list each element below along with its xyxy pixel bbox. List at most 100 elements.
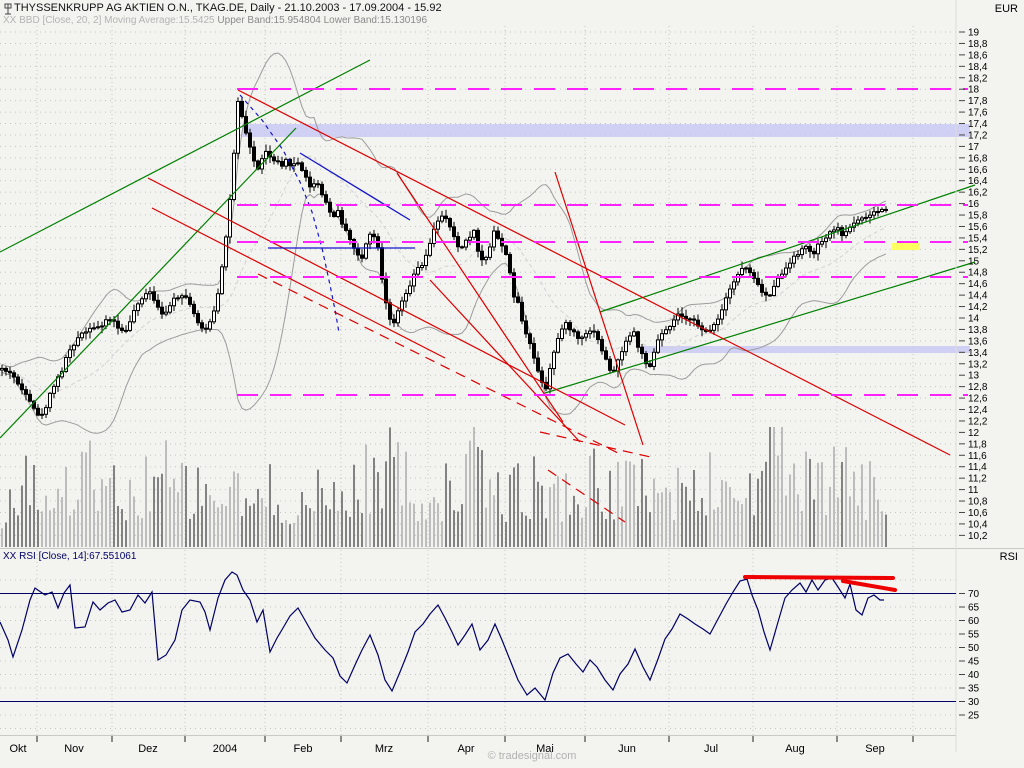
volume-bar [825,515,827,547]
volume-bar [5,522,7,547]
volume-bar [397,442,399,547]
x-axis-month-label[interactable]: Dez [138,743,158,755]
candlestick [512,272,516,298]
x-axis-month-label[interactable]: Nov [64,743,84,755]
volume-bar [409,502,411,547]
yellow-highlight-marker[interactable] [892,243,919,250]
volume-bar [673,519,675,547]
x-axis-month-label[interactable]: 2004 [213,743,237,755]
candlestick [316,183,320,186]
rsi-red-annotation-line[interactable] [743,575,895,580]
x-axis-month-label[interactable]: Jul [704,743,718,755]
candlestick [144,293,148,300]
volume-bar [705,515,707,547]
volume-bar [165,440,167,547]
x-axis-month-label[interactable]: Okt [9,743,26,755]
red-trendline[interactable] [554,171,644,446]
candlestick [584,333,588,338]
volume-bar [617,461,619,547]
volume-bar [821,462,823,547]
x-axis-month-label[interactable]: Mrz [375,743,393,755]
volume-bar [433,497,435,547]
red-trendline[interactable] [147,177,626,426]
price-tick-label: 11,8 [968,439,987,450]
x-axis-month-label[interactable]: Aug [785,743,805,755]
volume-bar [237,473,239,547]
price-tick-label: 19 [968,28,980,39]
volume-bar [549,487,551,547]
green-trendline[interactable] [544,261,976,394]
volume-bar [37,509,39,547]
candlestick [292,163,296,167]
candlestick [176,297,180,300]
volume-bar [533,456,535,547]
candlestick [824,237,828,243]
candlestick [648,363,652,367]
volume-bar [453,510,455,547]
volume-bar [529,518,531,547]
red-dashed-trendline[interactable] [539,431,656,459]
volume-bar [537,481,539,547]
volume-bar [497,472,499,547]
candlestick [276,160,280,163]
candlestick [880,208,884,213]
green-trendline[interactable] [599,184,976,313]
price-tick-label: 12,6 [968,394,988,405]
volume-bar [789,474,791,547]
price-tick-label: 16,4 [968,176,988,187]
candlestick [644,353,648,365]
volume-bar [417,521,419,547]
price-tick-label: 15,6 [968,222,988,233]
candlestick [216,293,220,312]
candlestick [520,301,524,322]
candlestick [776,277,780,287]
volume-bar [461,504,463,547]
green-trendline[interactable] [0,127,297,439]
candlestick [256,160,260,170]
volume-bar [581,517,583,547]
volume-bar [249,505,251,547]
candlestick [140,298,144,305]
candlestick [628,335,632,342]
rsi-red-annotation-line[interactable] [841,579,897,592]
blue-trendline[interactable] [299,152,411,221]
volume-bar [93,489,95,547]
candlestick [508,253,512,274]
x-axis-month-label[interactable]: Apr [457,743,474,755]
price-tick-label: 18,2 [968,73,988,84]
volume-bar [89,440,91,547]
x-axis-month-label[interactable]: Mai [536,743,554,755]
x-axis-month-label[interactable]: Sep [865,743,885,755]
candlestick [152,291,156,301]
candlestick [352,238,356,249]
volume-bar [557,476,559,547]
volume-bar [281,522,283,547]
volume-bar [753,515,755,547]
red-trendline[interactable] [151,207,446,359]
volume-bar [689,500,691,547]
candlestick [564,322,568,330]
volume-bar [849,496,851,547]
red-dashed-trendline[interactable] [547,469,626,523]
candlestick [204,327,208,330]
volume-bar [389,427,391,547]
candlestick [632,331,636,337]
candlestick [804,245,808,250]
volume-bar [629,461,631,547]
candlestick [148,291,152,295]
candlestick [188,296,192,305]
price-tick-label: 11 [968,485,979,496]
candlestick [312,183,316,188]
green-trendline[interactable] [0,59,371,253]
candlestick [240,100,244,118]
volume-bar [693,470,695,547]
x-axis-month-label[interactable]: Jun [618,743,636,755]
red-trendline[interactable] [429,279,581,443]
volume-bar [61,497,63,547]
x-axis-month-label[interactable]: Feb [294,743,313,755]
volume-bar [201,505,203,547]
volume-bar [293,522,295,547]
red-trendline[interactable] [396,172,564,423]
